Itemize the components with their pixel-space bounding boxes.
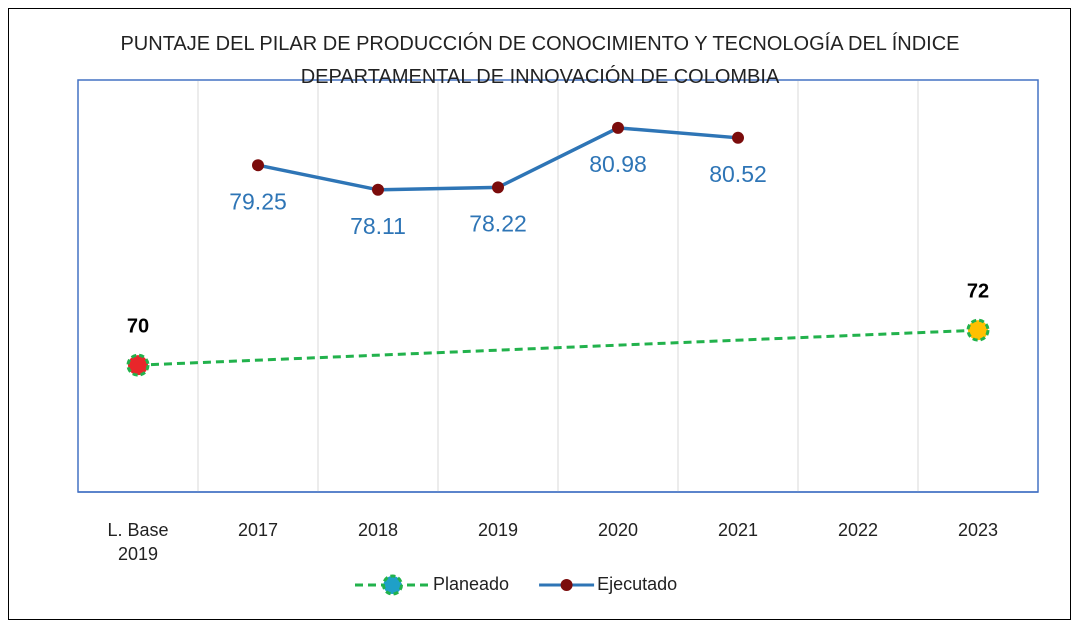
x-tick-label: 2023 [957, 520, 999, 540]
marker [732, 131, 744, 144]
legend-label: Ejecutado [597, 574, 677, 594]
chart-title: PUNTAJE DEL PILAR DE PRODUCCIÓN DE CONOC… [120, 33, 960, 88]
x-tick-label: L. Base 2019 [107, 520, 169, 564]
x-tick-label: 2018 [357, 520, 399, 540]
marker [252, 159, 264, 172]
marker [492, 181, 504, 194]
series-line [137, 328, 979, 367]
legend-marker [382, 574, 403, 596]
marker [966, 318, 990, 342]
x-tick-label: 2021 [717, 520, 759, 540]
data-label: 79.25 [229, 188, 287, 214]
data-label: 78.11 [350, 213, 406, 239]
data-label: 78.22 [469, 211, 527, 237]
marker [372, 183, 384, 196]
marker [126, 353, 150, 377]
x-tick-label: 2019 [477, 520, 519, 540]
legend-label: Planeado [433, 574, 509, 594]
data-label: 70 [127, 315, 149, 337]
data-label: 80.98 [589, 151, 647, 177]
legend-marker [560, 579, 573, 591]
x-tick-label: 2017 [237, 520, 279, 540]
x-tick-label: 2022 [837, 520, 879, 540]
data-label: 80.52 [709, 161, 767, 187]
data-label: 72 [967, 280, 989, 302]
x-tick-label: 2020 [597, 520, 639, 540]
marker [612, 121, 624, 134]
